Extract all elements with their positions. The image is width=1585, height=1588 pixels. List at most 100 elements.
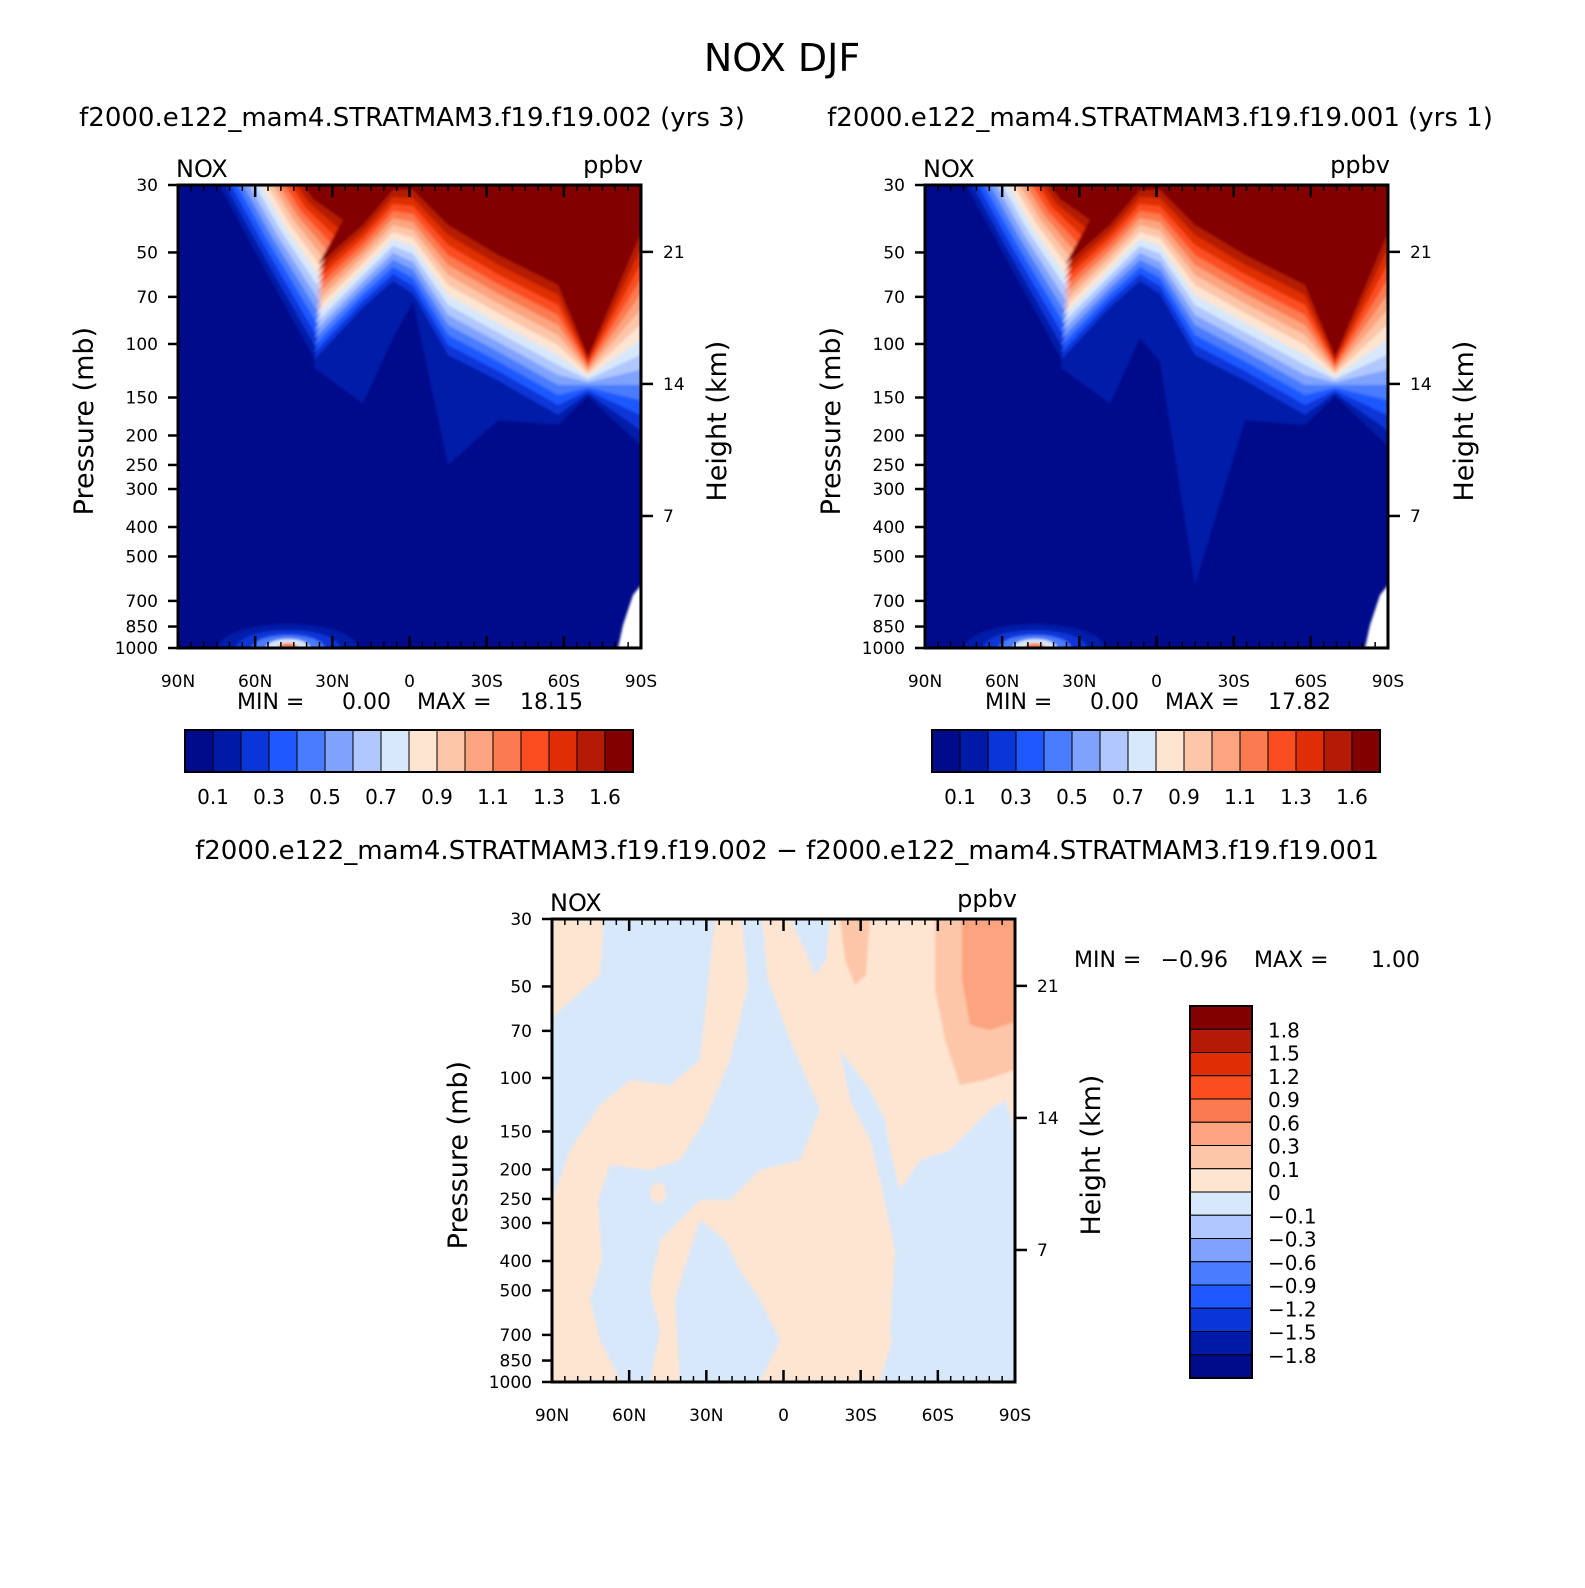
colorbar-frame [1189,1005,1253,1379]
contour-level-15 [303,185,641,357]
colorbar-label: 0.9 [421,785,453,809]
y-tick-label: 200 [873,426,905,446]
y-tick-label: 150 [126,389,158,409]
colorbar-swatch [436,729,466,773]
y-tick-label: 850 [126,618,158,638]
panel-diff-layers [552,919,1015,1382]
colorbar-swatch [1015,729,1045,773]
colorbar-swatch [520,729,550,773]
colorbar-label: 1.2 [1268,1065,1300,1089]
colorbar-swatch [1189,1005,1253,1030]
x-tick-label: 60S [1295,672,1327,692]
colorbar-label: 1.5 [1268,1042,1300,1066]
colorbar-swatch [1099,729,1129,773]
colorbar-swatch [959,729,989,773]
height-tick-label: 21 [1037,977,1059,997]
colorbar-label: 1.6 [589,785,621,809]
diff-spot-3 [970,1315,980,1335]
height-tick-label: 7 [663,507,674,527]
y-tick-label: 1000 [489,1373,532,1393]
diff-positive-peak-polar [962,919,1015,1030]
colorbar-label: 1.8 [1268,1018,1300,1042]
colorbar-label: 0.1 [1268,1158,1300,1182]
y-tick-label: 300 [500,1214,532,1234]
panel-a: 90N 60N 30N 0 30S 60S 90S 30 50 70 100 150 200 250 300… [69,151,733,692]
max-label: MAX = [417,690,492,715]
colorbar-label: −0.6 [1268,1251,1317,1275]
y-tick-label: 850 [500,1352,532,1372]
y-axis-title: Pressure (mb) [816,327,847,515]
diff-positive-spot-upper [840,919,870,985]
colorbar-label: 1.3 [533,785,565,809]
min-label: MIN = [237,690,304,715]
colorbar-swatch [931,729,961,773]
x-tick-label: 90S [1372,672,1404,692]
y-tick-label: 50 [136,243,158,263]
colorbar-label: 0.9 [1268,1088,1300,1112]
x-tick-label: 90S [999,1406,1031,1426]
colorbar-swatch [1071,729,1101,773]
y-tick-label: 200 [500,1160,532,1180]
colorbar-swatch [1189,1214,1253,1239]
colorbar-swatch [1127,729,1157,773]
minmax-0: MIN = 0.00 MAX = 18.15 [237,690,583,715]
x-tick-label: 90S [625,672,657,692]
panel-diff: 90N 60N 30N 0 30S 60S 90S 30 50 70 100 150 200 250 300… [443,885,1107,1426]
units-label: ppbv [1330,151,1390,179]
x-tick-label: 30N [1062,672,1096,692]
colorbar-swatch [1189,1354,1253,1379]
colorbar-swatch [1189,1191,1253,1216]
units-label: ppbv [583,151,643,179]
y-tick-label: 250 [873,456,905,476]
y-tick-label: 1000 [862,639,905,659]
x-tick-label: 30S [1217,672,1249,692]
max-value: 17.82 [1268,690,1331,715]
colorbar-label: −0.3 [1268,1228,1317,1252]
colorbar-frame [931,729,1381,773]
y-axis-title: Pressure (mb) [69,327,100,515]
y-tick-label: 30 [136,176,158,196]
y-tick-label: 850 [873,618,905,638]
colorbar-label: 1.6 [1336,785,1368,809]
colorbar-label: 0 [1268,1181,1281,1205]
colorbar-label: 0.1 [944,785,976,809]
top-right-title: f2000.e122_mam4.STRATMAM3.f19.f19.001 (y… [827,103,1493,133]
colorbar-swatch [268,729,298,773]
colorbar-label: 0.1 [197,785,229,809]
max-label: MAX = [1165,690,1240,715]
variable-label: NOX [550,889,602,917]
colorbar-label: 0.5 [309,785,341,809]
colorbar-swatch [492,729,522,773]
figure-title: NOX DJF [704,36,860,80]
colorbar-swatch [1295,729,1325,773]
diff-negative-tongue [790,919,830,975]
max-value: 18.15 [520,690,583,715]
colorbar-swatch [1183,729,1213,773]
y-axis-right-title: Height (km) [702,341,733,502]
x-tick-label: 30N [315,672,349,692]
variable-label: NOX [176,155,228,183]
colorbar-label: 0.3 [1000,785,1032,809]
min-label: MIN = [985,690,1052,715]
y-tick-label: 400 [126,518,158,538]
colorbar-swatch [1189,1075,1253,1100]
panel-b: 90N 60N 30N 0 30S 60S 90S 30 50 70 100 150 200 250 300… [816,151,1480,692]
colorbar-swatch [1189,1307,1253,1332]
colorbar-swatch [1351,729,1381,773]
y-axis-right-title: Height (km) [1449,341,1480,502]
panel-diff-axes: 90N 60N 30N 0 30S 60S 90S 30 50 70 100 150 200 250 300… [443,885,1107,1426]
y-tick-label: 400 [500,1252,532,1272]
x-tick-label: 90N [535,1406,569,1426]
y-tick-label: 500 [126,547,158,567]
y-tick-label: 250 [126,456,158,476]
y-tick-label: 300 [126,480,158,500]
colorbar-label: −0.1 [1268,1204,1317,1228]
colorbar-swatch [1189,1098,1253,1123]
y-tick-label: 100 [500,1069,532,1089]
colorbar-swatch [1189,1121,1253,1146]
colorbar-swatch [212,729,242,773]
colorbar-swatch [1043,729,1073,773]
southern-surface-mask [618,585,641,648]
colorbar-swatch [464,729,494,773]
